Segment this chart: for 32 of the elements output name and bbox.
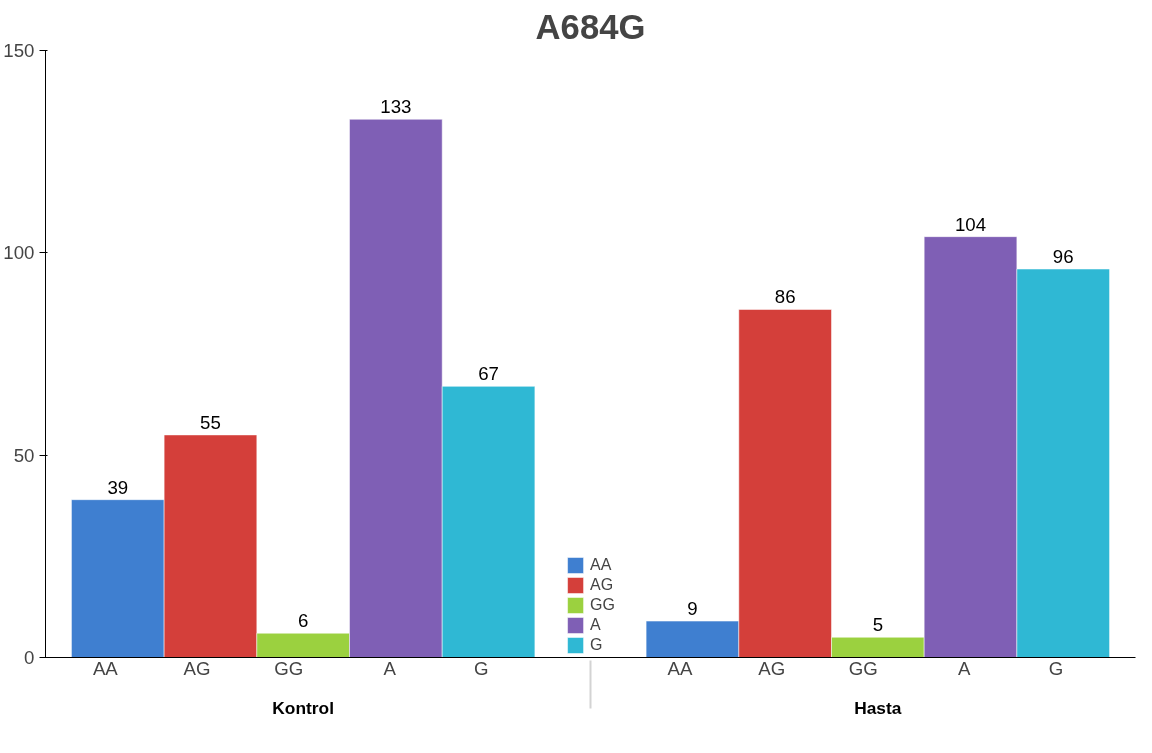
y-tick-label: 100	[3, 242, 35, 264]
text: AA	[92, 658, 118, 679]
x-tick-label: Hasta	[854, 697, 902, 718]
text: AG	[183, 658, 211, 679]
legend-label: AG	[590, 576, 614, 594]
y-tick-label: 150	[3, 40, 35, 61]
data-label: 5	[872, 614, 884, 636]
data-label: 96	[1052, 246, 1074, 268]
text: AG	[758, 658, 786, 679]
chart-title: A684G	[535, 7, 646, 46]
legend-label: A	[590, 616, 602, 634]
data-label: 67	[478, 363, 499, 385]
y-tick-label: 50	[13, 444, 35, 466]
data-label: 55	[200, 411, 221, 433]
text: GG	[274, 658, 304, 679]
data-label: 86	[774, 286, 796, 308]
text: G	[1048, 658, 1064, 679]
text: A	[383, 658, 396, 679]
data-label: 39	[107, 476, 129, 498]
data-label: 133	[380, 96, 412, 118]
x-tick-label: Kontrol	[272, 697, 334, 718]
data-label: 9	[687, 598, 698, 620]
legend-label: AA	[590, 556, 612, 574]
text: GG	[848, 658, 878, 679]
text: AA	[667, 658, 693, 679]
legend-label: GG	[590, 596, 615, 614]
text: A	[958, 658, 971, 679]
y-tick-label: 0	[24, 647, 35, 668]
data-label: 6	[297, 610, 309, 632]
legend-label: G	[590, 636, 604, 654]
data-label: 104	[954, 213, 987, 235]
text: G	[474, 658, 489, 679]
